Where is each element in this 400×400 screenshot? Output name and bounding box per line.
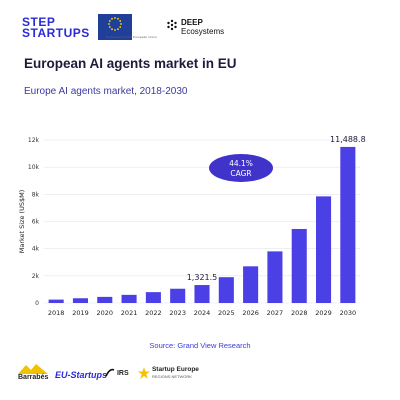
x-tick-label: 2024 (194, 309, 211, 317)
x-tick-label: 2023 (169, 309, 186, 317)
eu-flag-icon (98, 14, 132, 40)
x-tick-label: 2026 (242, 309, 259, 317)
bar-2029 (316, 196, 332, 303)
cagr-value: 44.1% (229, 159, 253, 168)
bar-2023 (170, 288, 186, 303)
step-logo-line1: STEP (22, 15, 56, 29)
bar-2020 (97, 296, 113, 303)
step-logo-line2: STARTUPS (22, 26, 90, 40)
data-label-2024: 1,321.5 (187, 273, 218, 282)
bar-2028 (291, 228, 307, 303)
chart-subtitle: Europe AI agents market, 2018-2030 (24, 86, 188, 97)
irs-logo: IRS (105, 368, 129, 378)
bar-2022 (145, 292, 161, 303)
step-startups-logo: STEP STARTUPS (22, 15, 90, 40)
x-tick-label: 2028 (291, 309, 308, 317)
bar-2025 (218, 277, 234, 303)
eu-startups-logo: EU-Startups (55, 370, 108, 380)
grid-layer (44, 139, 360, 304)
bar-2018 (48, 299, 64, 303)
y-tick-label: 10k (28, 164, 40, 171)
bar-layer (48, 146, 356, 303)
x-tick-label: 2021 (121, 309, 138, 317)
y-axis-label: Market Size (US$M) (18, 190, 26, 254)
deep-logo-line2: Ecosystems (181, 27, 225, 36)
label-layer: 1,321.5 11,488.8 44.1%CAGR (187, 135, 366, 282)
axis-layer: 0 2k 4k 6k 8k 10k 12k Market Size (US$M) 2018 201… (18, 137, 356, 317)
barrabes-mountain-icon (18, 364, 48, 374)
eu-caption: Co-funded by the European Union (106, 35, 157, 39)
y-tick-label: 12k (28, 137, 40, 144)
deep-ecosystems-icon (167, 19, 177, 31)
bar-2024 (194, 285, 210, 303)
startup-europe-logo: Startup Europe REGIONS NETWORK (138, 366, 199, 380)
y-tick-label: 4k (32, 246, 40, 253)
bar-2019 (72, 298, 88, 303)
irs-swoosh-icon (105, 368, 115, 377)
bar-2030 (340, 146, 356, 303)
eu-stars-icon (108, 17, 122, 31)
x-tick-label: 2018 (48, 309, 65, 317)
startup-europe-star-icon (138, 367, 150, 379)
startup-europe-line2: REGIONS NETWORK (151, 374, 192, 379)
barrabes-label: Barrabés (18, 374, 49, 381)
barrabes-logo: Barrabés (18, 364, 48, 381)
x-tick-label: 2027 (267, 309, 284, 317)
bar-2027 (267, 251, 283, 303)
y-tick-label: 0 (35, 300, 39, 307)
y-tick-label: 8k (32, 191, 40, 198)
x-tick-label: 2029 (315, 309, 332, 317)
x-tick-label: 2030 (340, 309, 357, 317)
deep-logo-line1: DEEP (181, 18, 203, 27)
bar-2021 (121, 294, 137, 303)
x-tick-label: 2022 (145, 309, 162, 317)
bar-2026 (243, 266, 259, 303)
x-tick-label: 2019 (72, 309, 89, 317)
source-note: Source: Grand View Research (149, 341, 251, 350)
page-title: European AI agents market in EU (24, 56, 237, 71)
x-tick-label: 2025 (218, 309, 235, 317)
deep-ecosystems-logo: DEEP Ecosystems (181, 18, 224, 36)
data-label-2030: 11,488.8 (330, 135, 366, 144)
cagr-label: CAGR (230, 169, 251, 178)
irs-label: IRS (116, 369, 129, 377)
y-tick-label: 6k (32, 219, 40, 226)
x-tick-label: 2020 (96, 309, 113, 317)
y-tick-label: 2k (32, 273, 40, 280)
startup-europe-line1: Startup Europe (151, 366, 199, 373)
cagr-bubble (209, 154, 273, 182)
